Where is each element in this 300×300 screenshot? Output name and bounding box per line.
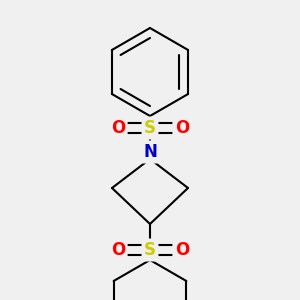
Text: S: S [144,241,156,259]
Text: O: O [175,119,189,137]
Text: O: O [111,119,125,137]
Text: O: O [111,241,125,259]
Text: O: O [175,241,189,259]
Text: S: S [144,119,156,137]
Text: N: N [143,143,157,161]
